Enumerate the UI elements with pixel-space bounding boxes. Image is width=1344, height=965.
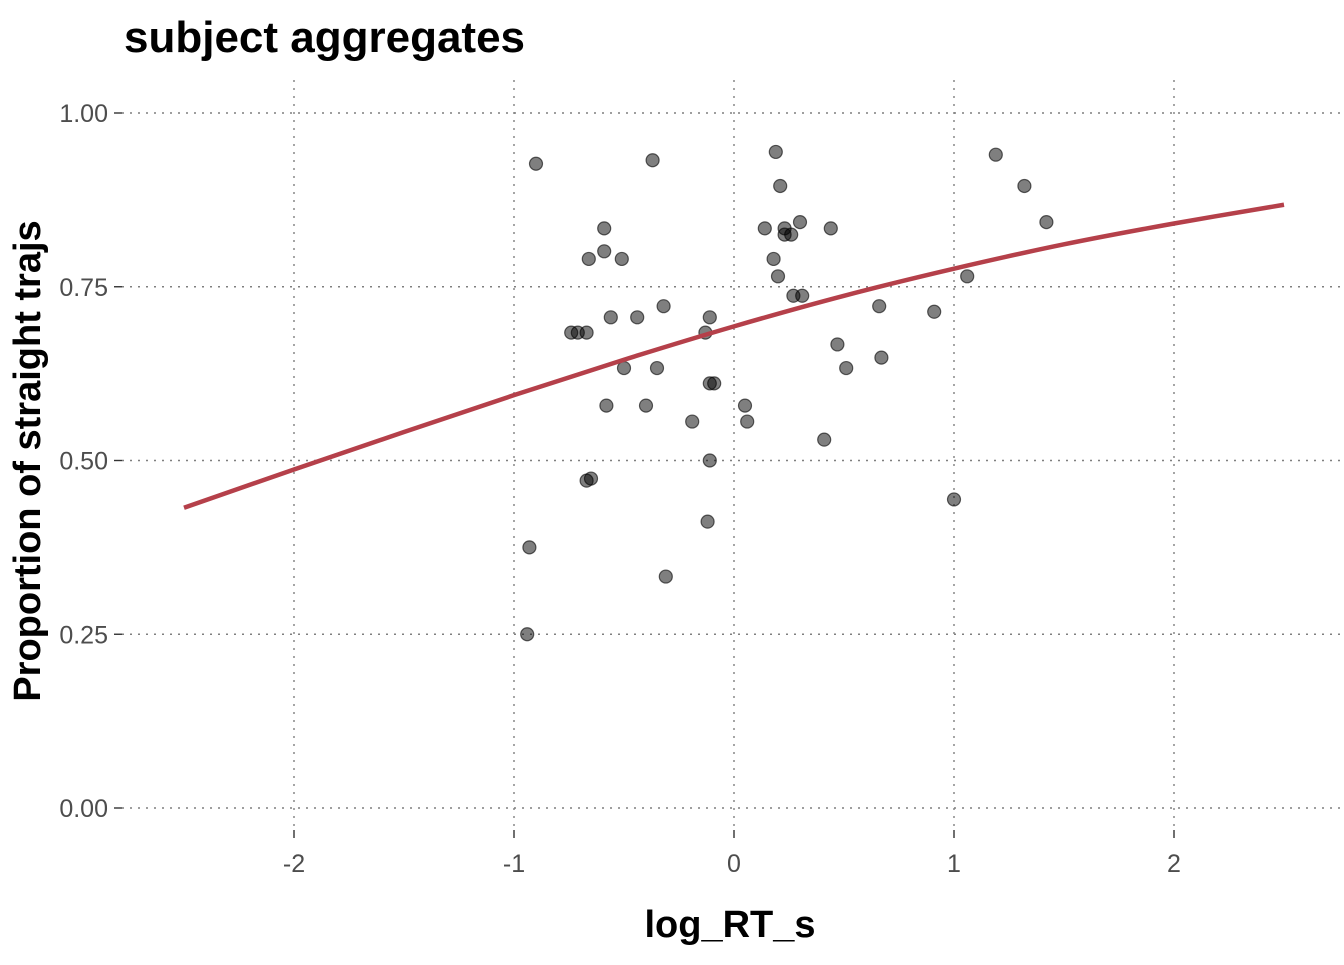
y-axis-label: Proportion of straight trajs	[7, 220, 49, 701]
data-point	[522, 540, 537, 555]
data-point	[614, 251, 629, 267]
data-point	[823, 221, 838, 236]
data-point	[520, 627, 535, 642]
data-point	[707, 376, 722, 391]
grid-lines	[122, 80, 1340, 830]
data-point	[773, 178, 788, 194]
fit-curve	[183, 202, 1285, 510]
data-point	[768, 144, 783, 160]
data-point	[603, 310, 618, 325]
data-point	[960, 269, 975, 284]
x-tick-label: 2	[1167, 850, 1181, 878]
x-tick-label: -1	[503, 850, 525, 878]
data-point	[784, 227, 799, 242]
data-point	[581, 251, 596, 267]
x-tick-label: 1	[947, 850, 961, 878]
fit-curve-group	[183, 202, 1285, 510]
data-point	[528, 156, 544, 171]
data-point	[702, 310, 717, 325]
data-point	[737, 398, 753, 413]
y-tick-label: 0.25	[59, 621, 108, 649]
data-point	[583, 471, 599, 486]
y-tick-label: 1.00	[59, 100, 108, 128]
data-point	[766, 251, 781, 267]
data-point	[685, 414, 700, 429]
data-point	[638, 398, 654, 413]
data-point	[792, 215, 808, 230]
data-point	[656, 299, 671, 314]
data-point	[927, 304, 942, 319]
data-point	[740, 414, 755, 429]
data-point	[988, 147, 1003, 162]
data-point	[872, 299, 887, 314]
data-points	[520, 144, 1054, 642]
data-point	[1017, 178, 1032, 194]
data-point	[770, 269, 786, 284]
data-point	[702, 453, 717, 468]
data-point	[630, 310, 645, 325]
data-point	[839, 360, 854, 376]
data-point	[795, 288, 810, 303]
y-tick-label: 0.75	[59, 274, 108, 302]
data-point	[597, 244, 612, 259]
axis-ticks: -2 -1 0 1 2 0.00 0.25 0.50 0.75 1.00	[59, 100, 1181, 878]
y-tick-label: 0.50	[59, 448, 108, 476]
data-point	[645, 153, 660, 168]
data-point	[658, 569, 673, 584]
data-point	[1039, 215, 1054, 230]
x-tick-label: 0	[727, 850, 741, 878]
data-point	[700, 514, 715, 529]
data-point	[757, 221, 772, 236]
x-axis-label: log_RT_s	[644, 904, 815, 946]
x-tick-label: -2	[283, 850, 305, 878]
data-point	[599, 398, 614, 413]
data-point	[946, 492, 962, 507]
data-point	[597, 221, 612, 236]
data-point	[874, 350, 889, 365]
chart-title: subject aggregates	[124, 13, 525, 62]
data-point	[817, 432, 832, 447]
data-point	[579, 325, 594, 340]
data-point	[830, 337, 845, 352]
y-tick-label: 0.00	[59, 795, 108, 823]
data-point	[649, 360, 665, 376]
